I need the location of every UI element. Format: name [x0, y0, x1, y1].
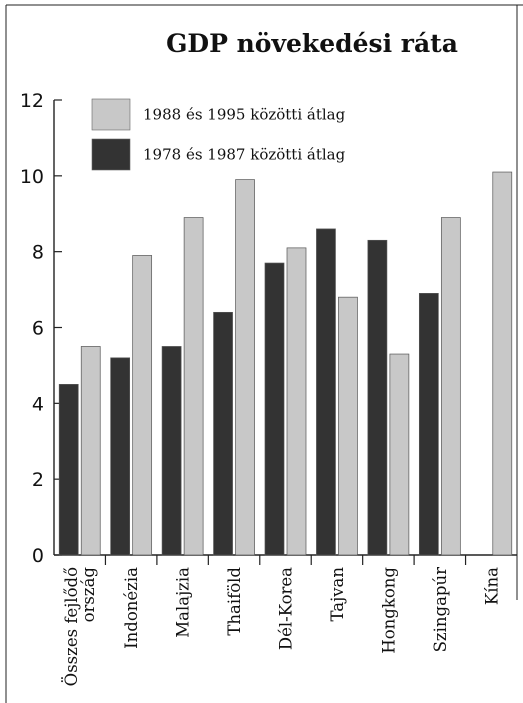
x-category-label: Hongkong [379, 567, 398, 654]
axes: 0 2 4 6 8 10 12 [20, 90, 517, 567]
x-category-label: Szingapúr [431, 567, 450, 652]
bar-series-1978-1987 [367, 239, 388, 556]
bar-series-1988-1995 [132, 255, 153, 556]
y-tick-label: 10 [20, 166, 44, 188]
bar-series-1988-1995 [183, 217, 204, 556]
bar-series-1978-1987 [316, 228, 336, 556]
y-tick-label: 2 [32, 469, 44, 491]
legend-label: 1988 és 1995 közötti átlag [143, 106, 346, 124]
x-category-label: Kína [482, 567, 501, 605]
bar-series-1988-1995 [389, 353, 410, 556]
y-tick-label: 4 [32, 393, 44, 415]
x-category-label: Tajvan [328, 567, 347, 622]
x-category-label: Összes fejlődő [61, 567, 81, 686]
y-tick-label: 8 [32, 242, 44, 264]
bar-series-1988-1995 [338, 296, 358, 556]
legend-label: 1978 és 1987 közötti átlag [143, 146, 346, 164]
bars [58, 171, 513, 556]
y-tick-label: 12 [20, 90, 44, 112]
legend: 1988 és 1995 közötti átlag 1978 és 1987 k… [91, 98, 346, 171]
bar-series-1988-1995 [80, 346, 101, 556]
bar-series-1978-1987 [418, 293, 439, 556]
x-category-label: Dél-Korea [277, 567, 296, 650]
y-tick-label: 6 [32, 318, 44, 340]
x-category-label: Thaiföld [225, 567, 244, 636]
y-tick-label: 0 [32, 545, 44, 567]
bar-series-1988-1995 [235, 179, 255, 556]
bar-series-1978-1987 [161, 346, 182, 556]
bar-series-1978-1987 [264, 262, 285, 556]
bar-series-1988-1995 [440, 217, 461, 556]
bar-series-1988-1995 [286, 247, 307, 556]
bar-series-1978-1987 [110, 357, 131, 556]
x-category-label: Indonézia [122, 567, 141, 649]
bar-series-1988-1995 [492, 171, 513, 556]
bar-series-1978-1987 [213, 311, 233, 556]
legend-swatch [91, 138, 131, 171]
x-category-label: ország [79, 567, 98, 623]
chart-title: GDP növekedési ráta [166, 29, 458, 58]
legend-swatch [91, 98, 131, 131]
x-category-label: Malajzia [174, 567, 193, 638]
bar-series-1978-1987 [58, 384, 79, 556]
